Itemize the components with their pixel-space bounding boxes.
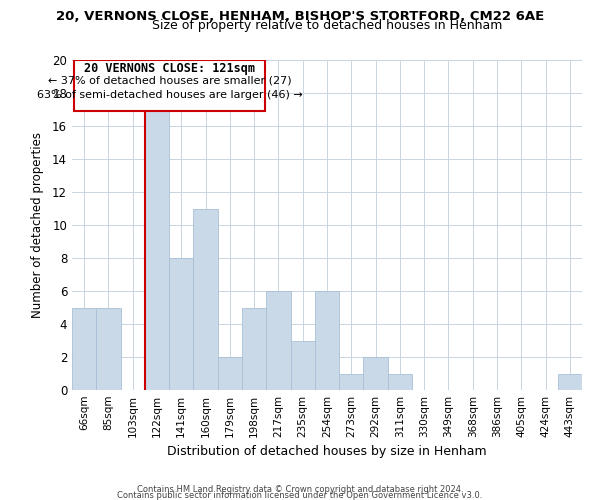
Bar <box>193 208 218 390</box>
Title: Size of property relative to detached houses in Henham: Size of property relative to detached ho… <box>152 20 502 32</box>
Text: ← 37% of detached houses are smaller (27): ← 37% of detached houses are smaller (27… <box>47 76 292 86</box>
Bar <box>242 308 266 390</box>
Text: Contains HM Land Registry data © Crown copyright and database right 2024.: Contains HM Land Registry data © Crown c… <box>137 485 463 494</box>
Text: Contains public sector information licensed under the Open Government Licence v3: Contains public sector information licen… <box>118 491 482 500</box>
Bar <box>339 374 364 390</box>
Text: 20, VERNONS CLOSE, HENHAM, BISHOP'S STORTFORD, CM22 6AE: 20, VERNONS CLOSE, HENHAM, BISHOP'S STOR… <box>56 10 544 23</box>
Bar <box>96 308 121 390</box>
Bar <box>145 110 169 390</box>
X-axis label: Distribution of detached houses by size in Henham: Distribution of detached houses by size … <box>167 446 487 458</box>
Bar <box>72 308 96 390</box>
Y-axis label: Number of detached properties: Number of detached properties <box>31 132 44 318</box>
Bar <box>388 374 412 390</box>
Text: 20 VERNONS CLOSE: 121sqm: 20 VERNONS CLOSE: 121sqm <box>84 62 255 74</box>
Bar <box>315 291 339 390</box>
Bar <box>266 291 290 390</box>
Bar <box>169 258 193 390</box>
Text: 63% of semi-detached houses are larger (46) →: 63% of semi-detached houses are larger (… <box>37 90 302 101</box>
Bar <box>558 374 582 390</box>
Bar <box>290 340 315 390</box>
Bar <box>218 357 242 390</box>
Bar <box>364 357 388 390</box>
FancyBboxPatch shape <box>74 60 265 111</box>
